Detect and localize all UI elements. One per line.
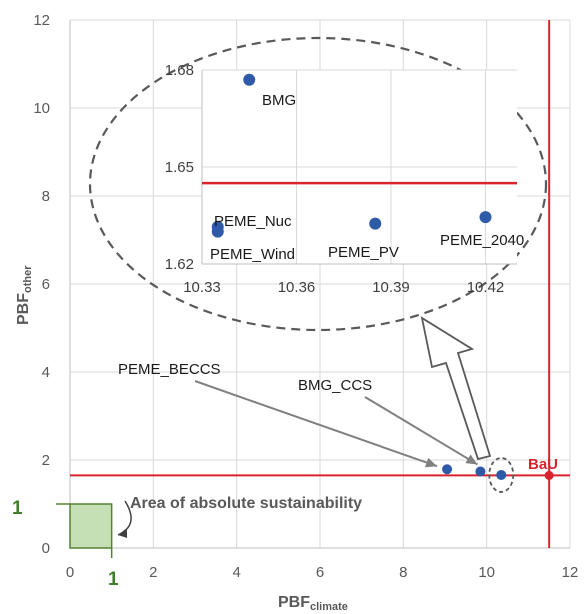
zoom-ellipse: [88, 36, 548, 332]
sustainability-area: [69, 503, 113, 549]
annotation-peme-beccs: PEME_BECCS: [118, 361, 221, 378]
main-x-tick-label: 4: [232, 564, 240, 581]
main-y-tick-label: 6: [42, 276, 50, 293]
sustainability-y-marker: 1: [12, 498, 23, 519]
inset-y-tick-label: 1.65: [165, 159, 194, 176]
inset-x-tick-label: 10.36: [278, 279, 316, 296]
main-x-tick-label: 8: [399, 564, 407, 581]
inset-label-peme-pv: PEME_PV: [328, 244, 399, 261]
zoom-callout: [88, 36, 548, 493]
inset-label-bmg: BMG: [262, 92, 296, 109]
main-data-point: [496, 469, 507, 480]
main-y-tick-label: 10: [33, 100, 50, 117]
main-data-point: [475, 466, 486, 477]
sustainability-arrowhead: [118, 528, 127, 538]
inset-label-peme-nuc: PEME_Nuc: [214, 213, 292, 230]
main-x-tick-label: 12: [562, 564, 579, 581]
inset-label-peme-2040: PEME_2040: [440, 232, 524, 249]
peme-beccs-arrow-line: [194, 380, 438, 468]
inset-y-tick-label: 1.62: [165, 256, 194, 273]
bau-point: [544, 470, 554, 480]
main-y-tick-label: 0: [42, 540, 50, 557]
sustainability-label: Area of absolute sustainability: [130, 495, 362, 512]
bmg-ccs-arrow-head: [465, 454, 478, 465]
peme-beccs-arrow-head: [424, 457, 437, 468]
inset-grid: [201, 69, 517, 265]
main-y-tick-label: 8: [42, 188, 50, 205]
y-axis-title: PBFother: [15, 265, 34, 325]
zoom-arrow: [420, 316, 492, 461]
annotation-bmg-ccs: BMG_CCS: [298, 377, 372, 394]
main-y-tick-label: 2: [42, 452, 50, 469]
inset-x-tick-label: 10.42: [467, 279, 505, 296]
bau-lines: [70, 20, 570, 548]
main-x-tick-label: 10: [478, 564, 495, 581]
zoom-source-ellipse: [488, 457, 515, 493]
sustainability-area-group: [56, 500, 132, 558]
inset-points: [211, 73, 492, 238]
main-data-point: [442, 464, 453, 475]
inset-y-tick-label: 1.68: [165, 62, 194, 79]
inset-x-tick-label: 10.39: [372, 279, 410, 296]
inset-x-tick-label: 10.33: [183, 279, 221, 296]
main-tick-labels: 0 2 4 6 8 10 12 0 2 4 6 8 10 12: [33, 12, 578, 581]
main-points: [442, 464, 507, 480]
inset-data-point: [479, 211, 492, 224]
main-x-tick-label: 2: [149, 564, 157, 581]
inset-label-peme-wind: PEME_Wind: [210, 246, 295, 263]
inset-data-point: [243, 73, 256, 86]
x-axis-title: PBFclimate: [278, 594, 348, 613]
main-y-tick-label: 4: [42, 364, 50, 381]
inset-data-point: [211, 225, 224, 238]
inset-data-point: [369, 217, 382, 230]
inset-tick-labels: 10.33 10.36 10.39 10.42 1.62 1.65 1.68: [165, 62, 504, 296]
bmg-ccs-arrow-line: [364, 396, 478, 466]
main-x-tick-label: 0: [66, 564, 74, 581]
sustainability-x-marker: 1: [108, 569, 119, 590]
bau-label: BaU: [528, 456, 558, 473]
main-y-tick-label: 12: [33, 12, 50, 29]
annotation-arrows: [194, 380, 478, 468]
main-x-tick-label: 6: [316, 564, 324, 581]
